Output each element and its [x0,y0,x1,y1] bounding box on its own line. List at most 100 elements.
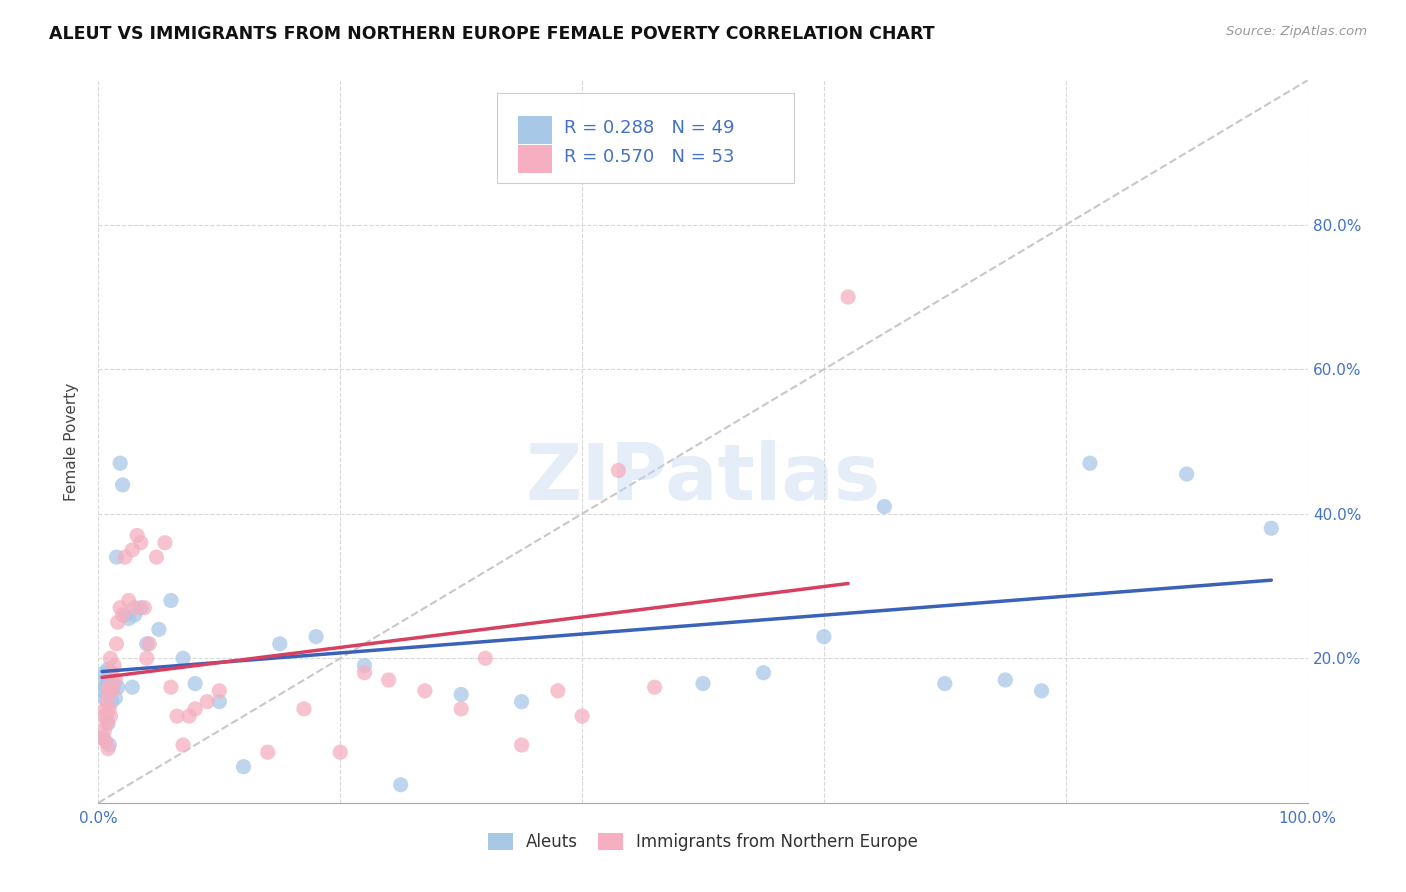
Text: Source: ZipAtlas.com: Source: ZipAtlas.com [1226,25,1367,38]
Point [1260,521,1282,535]
Point [97,662,120,676]
Point [104,691,127,706]
Point [103,658,125,673]
Point [96,695,118,709]
Point [208,695,231,709]
FancyBboxPatch shape [498,93,793,183]
Point [100,683,122,698]
Point [510,738,533,752]
Point [135,651,157,665]
Point [101,683,124,698]
Point [100,709,122,723]
Text: R = 0.570   N = 53: R = 0.570 N = 53 [564,148,734,166]
Point [97,683,120,698]
Point [118,593,141,607]
Point [389,778,412,792]
Point [94,673,117,687]
Point [934,676,956,690]
Point [269,637,291,651]
Point [179,709,201,723]
Point [97,741,120,756]
Point [353,658,375,673]
Point [184,676,207,690]
Point [118,611,141,625]
Point [93,665,115,680]
Point [121,680,143,694]
Point [994,673,1017,687]
Point [111,607,134,622]
Point [353,665,375,680]
Point [172,738,194,752]
Point [98,702,121,716]
Point [124,600,146,615]
Point [98,738,121,752]
Point [644,680,666,694]
Point [121,542,143,557]
Point [129,600,152,615]
Point [413,683,436,698]
Point [166,709,188,723]
Point [160,680,183,694]
Point [100,680,122,694]
Point [93,723,115,738]
Text: ZIPatlas: ZIPatlas [526,440,880,516]
Point [145,550,167,565]
Point [160,593,183,607]
Point [607,463,630,477]
Point [292,702,315,716]
Point [100,665,122,680]
Point [124,607,146,622]
Point [138,637,160,651]
Point [148,623,170,637]
Point [329,745,352,759]
Text: R = 0.288   N = 49: R = 0.288 N = 49 [564,120,734,137]
Point [111,478,134,492]
Point [752,665,775,680]
Point [104,673,127,687]
Point [94,680,117,694]
Point [91,731,114,745]
Point [547,683,569,698]
Point [98,680,121,694]
Point [172,651,194,665]
Point [232,760,254,774]
Point [96,716,118,731]
Point [91,731,114,745]
Point [305,630,328,644]
Point [450,687,472,701]
Point [108,600,131,615]
Point [873,500,896,514]
Point [1078,456,1101,470]
Point [813,630,835,644]
Point [195,695,218,709]
Point [91,683,114,698]
Point [96,709,118,723]
Point [114,550,136,565]
Point [129,535,152,549]
Point [153,535,176,549]
Point [107,680,129,694]
Point [105,637,128,651]
Text: ALEUT VS IMMIGRANTS FROM NORTHERN EUROPE FEMALE POVERTY CORRELATION CHART: ALEUT VS IMMIGRANTS FROM NORTHERN EUROPE… [49,25,935,43]
Point [134,600,156,615]
Point [510,695,533,709]
Point [91,709,114,723]
Point [571,709,593,723]
Point [94,702,117,716]
Point [135,637,157,651]
Point [96,676,118,690]
Point [474,651,496,665]
Point [94,734,117,748]
Point [93,691,115,706]
Point [184,702,207,716]
Point [377,673,399,687]
Point [256,745,278,759]
Point [105,550,128,565]
FancyBboxPatch shape [517,117,553,144]
Point [100,695,122,709]
Y-axis label: Female Poverty: Female Poverty [65,383,79,500]
Legend: Aleuts, Immigrants from Northern Europe: Aleuts, Immigrants from Northern Europe [479,825,927,860]
Point [450,702,472,716]
Point [837,290,859,304]
Point [107,615,129,630]
